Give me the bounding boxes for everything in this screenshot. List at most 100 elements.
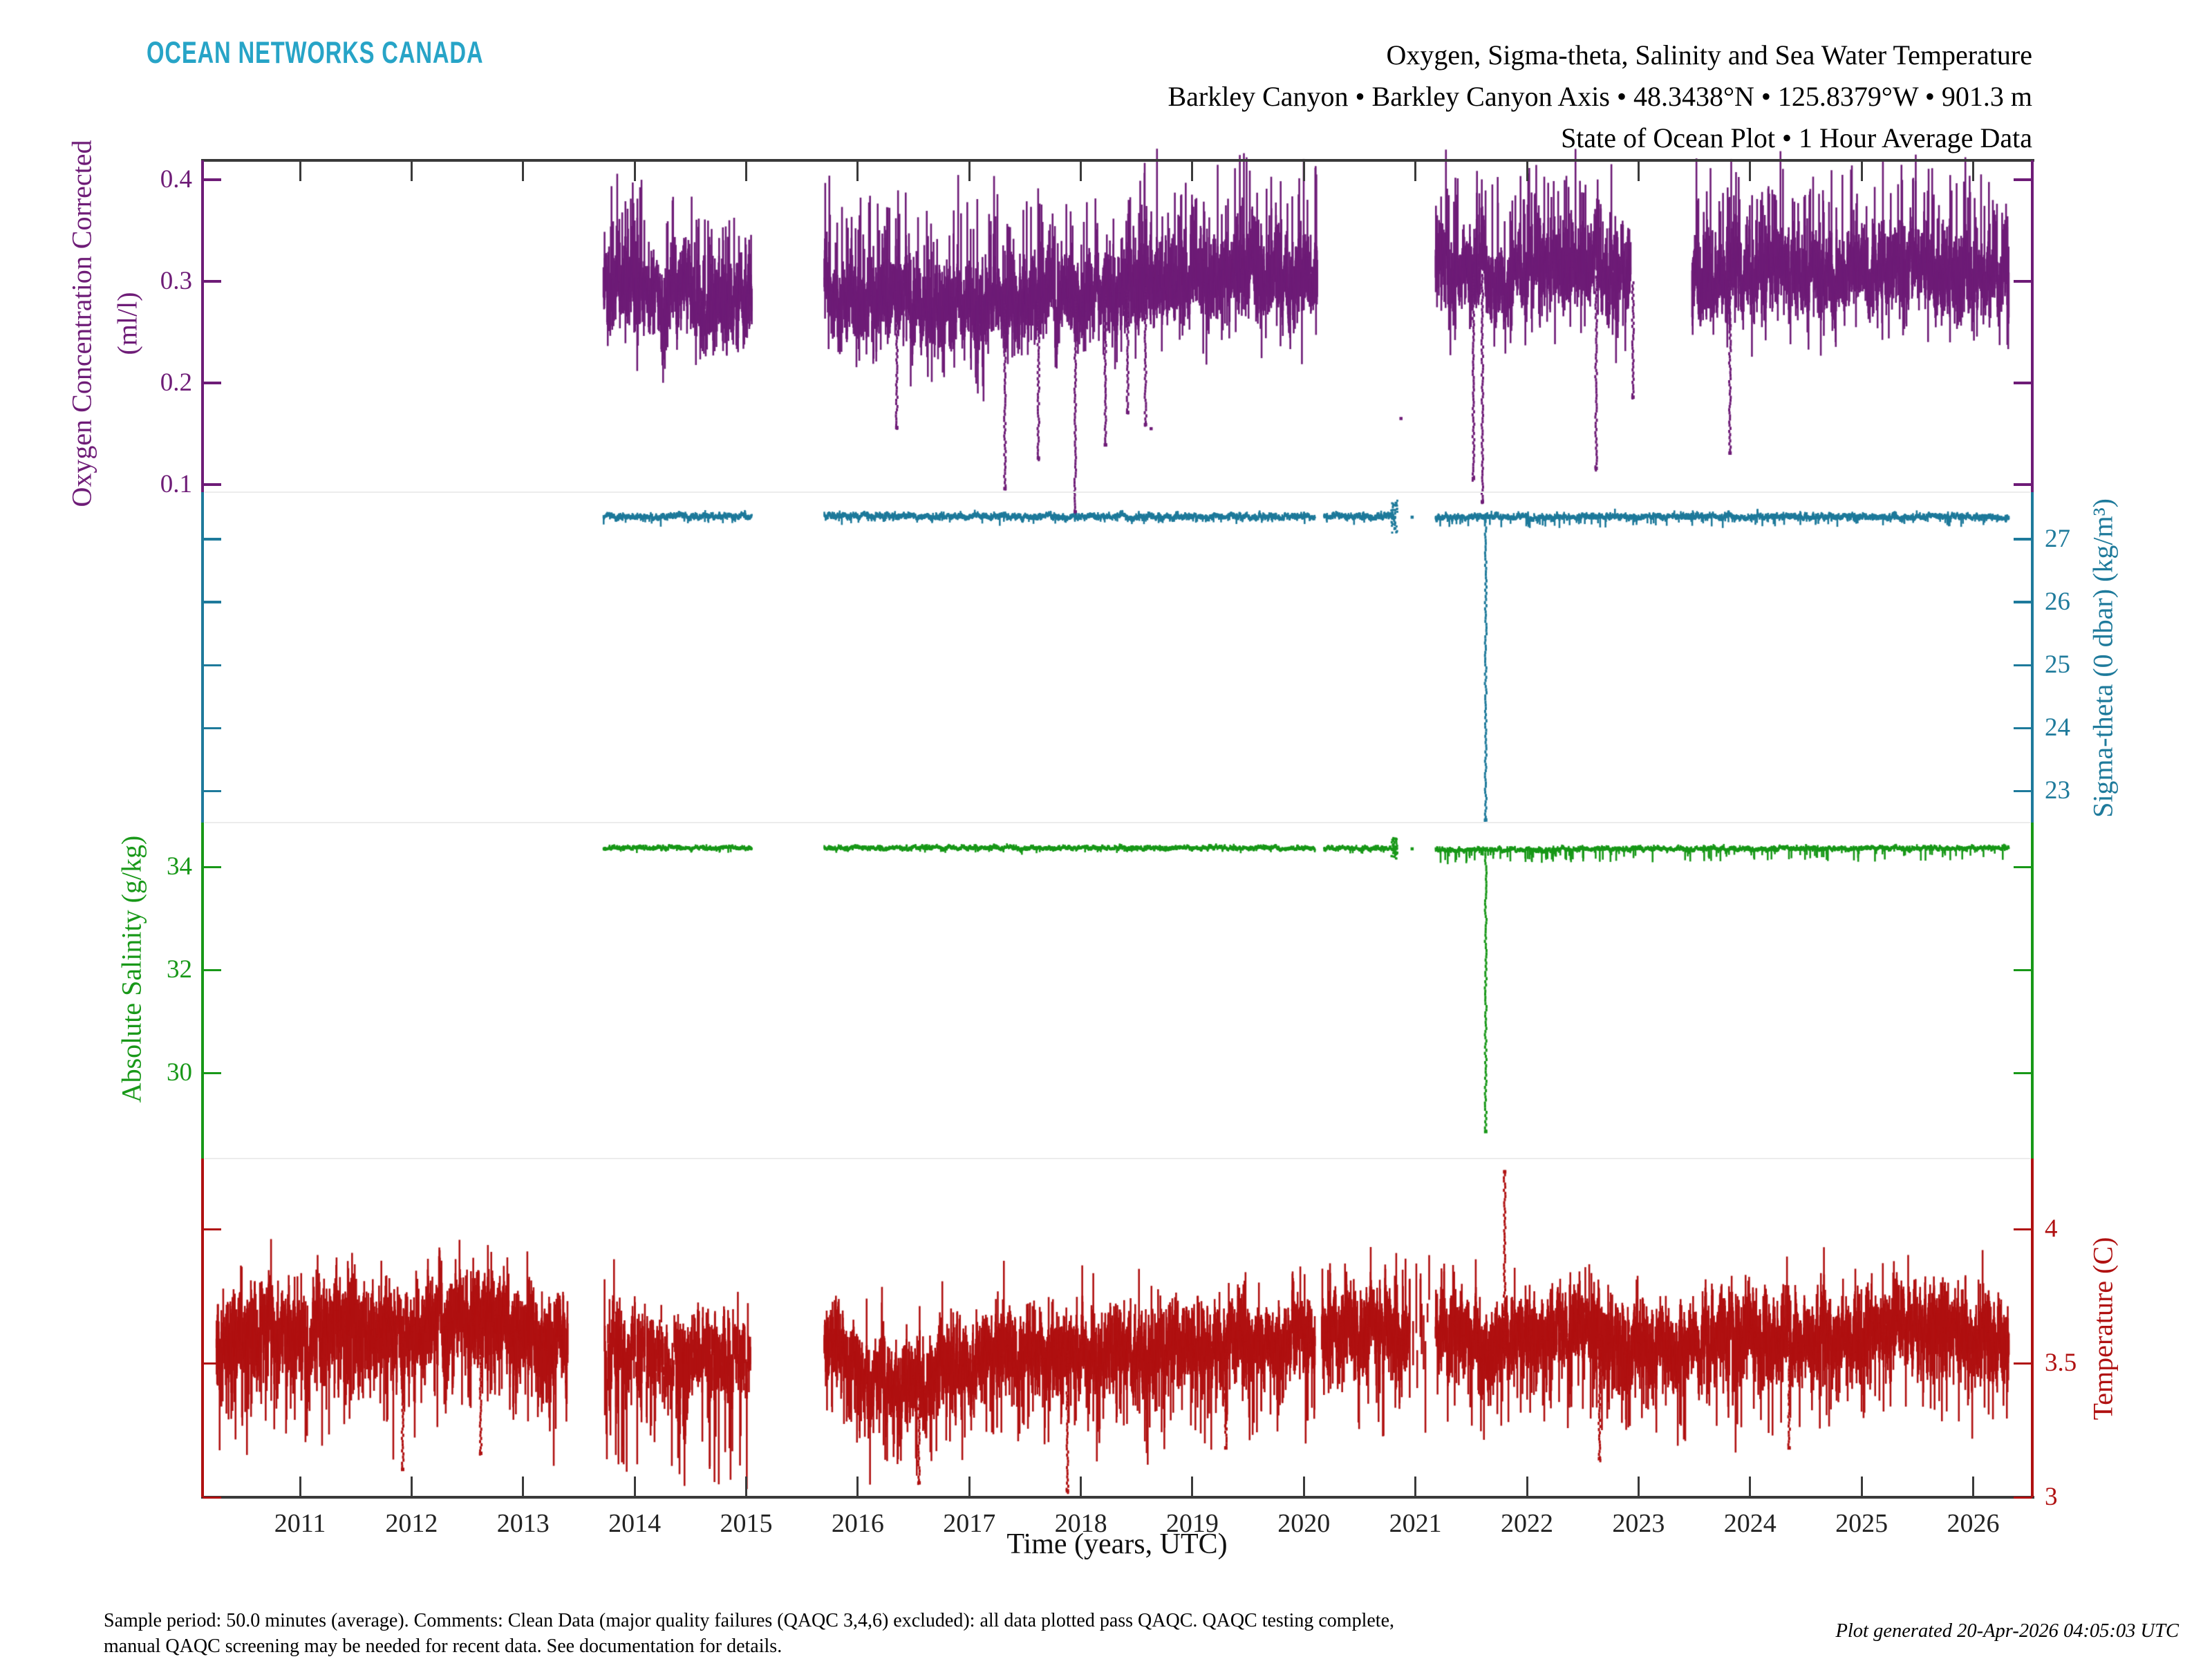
x-tick-label: 2025	[1835, 1509, 1888, 1538]
onc-logo: OCEAN NETWORKS CANADA	[147, 36, 484, 71]
x-tick-label: 2023	[1612, 1509, 1665, 1538]
x-tick-label: 2013	[496, 1509, 550, 1538]
y-tick-oxygen-left	[203, 280, 221, 283]
y-tick-sigma_theta-right	[2014, 601, 2032, 603]
x-tick-top	[856, 160, 859, 181]
x-tick-top	[299, 160, 301, 181]
x-tick-top	[1971, 160, 1974, 181]
plot-generated-timestamp: Plot generated 20-Apr-2026 04:05:03 UTC	[1835, 1620, 2179, 1642]
y-tick-label-sigma_theta: 25	[2045, 650, 2070, 679]
x-tick-top	[1637, 160, 1640, 181]
x-tick-top	[1191, 160, 1194, 181]
y-tick-salinity-left	[203, 968, 221, 971]
footer-note-line1: Sample period: 50.0 minutes (average). C…	[104, 1610, 1395, 1631]
y-tick-oxygen-right	[2014, 280, 2032, 283]
y-tick-label-sigma_theta: 24	[2045, 713, 2070, 742]
plot-title-block: Oxygen, Sigma-theta, Salinity and Sea Wa…	[830, 35, 2032, 159]
x-tick-bottom	[1749, 1477, 1752, 1497]
x-axis-title: Time (years, UTC)	[1006, 1528, 1228, 1560]
y-axis-segment-sigma_theta-left	[201, 492, 204, 823]
y-axis-segment-oxygen-right	[2031, 160, 2034, 492]
y-tick-label-oxygen: 0.3	[160, 266, 192, 295]
y-tick-salinity-right	[2014, 1071, 2032, 1075]
x-tick-bottom	[1191, 1477, 1194, 1497]
y-tick-oxygen-right	[2014, 178, 2032, 181]
y-tick-sigma_theta-left	[203, 727, 221, 730]
panel-separator-oxygen-sigma	[205, 491, 2030, 493]
y-tick-oxygen-right	[2014, 382, 2032, 384]
x-tick-top	[1860, 160, 1863, 181]
plot-top-border	[201, 159, 2034, 162]
y-tick-sigma_theta-left	[203, 601, 221, 603]
x-tick-label: 2018	[1054, 1509, 1107, 1538]
oxygen-axis-unit: (ml/l)	[111, 292, 143, 355]
y-tick-label-sigma_theta: 23	[2045, 776, 2070, 805]
y-tick-label-sigma_theta: 26	[2045, 587, 2070, 616]
y-tick-salinity-left	[203, 865, 221, 868]
y-tick-label-temperature: 4	[2045, 1215, 2058, 1244]
sigma-theta-axis-title: Sigma-theta (0 dbar) (kg/m³)	[2087, 498, 2119, 818]
y-tick-sigma_theta-right	[2014, 538, 2032, 541]
x-tick-top	[744, 160, 747, 181]
x-tick-bottom	[856, 1477, 859, 1497]
y-tick-label-salinity: 30	[167, 1058, 192, 1087]
x-tick-bottom	[1637, 1477, 1640, 1497]
y-tick-label-temperature: 3	[2045, 1483, 2058, 1511]
temperature-axis-title: Temperature (C)	[2087, 1237, 2119, 1421]
salinity-axis-title: Absolute Salinity (g/kg)	[115, 835, 147, 1103]
oxygen-axis-title: Oxygen Concentration Corrected	[66, 140, 97, 507]
plot-title-line3: State of Ocean Plot • 1 Hour Average Dat…	[1561, 122, 2032, 153]
y-tick-sigma_theta-left	[203, 789, 221, 793]
x-tick-top	[1302, 160, 1305, 181]
y-tick-temperature-left	[203, 1362, 221, 1365]
x-tick-label: 2021	[1389, 1509, 1442, 1538]
y-tick-sigma_theta-right	[2014, 727, 2032, 730]
y-tick-label-oxygen: 0.2	[160, 368, 192, 397]
y-tick-oxygen-left	[203, 483, 221, 486]
plot-title-line1: Oxygen, Sigma-theta, Salinity and Sea Wa…	[1386, 39, 2032, 71]
plot-title-line2: Barkley Canyon • Barkley Canyon Axis • 4…	[1168, 81, 2032, 112]
y-tick-label-sigma_theta: 27	[2045, 524, 2070, 553]
x-tick-bottom	[1526, 1477, 1528, 1497]
y-tick-label-salinity: 34	[167, 852, 192, 881]
x-tick-bottom	[633, 1477, 636, 1497]
x-tick-label: 2011	[274, 1509, 326, 1538]
panel-separator-sigma-salinity	[205, 822, 2030, 823]
y-tick-oxygen-right	[2014, 483, 2032, 486]
y-tick-sigma_theta-left	[203, 664, 221, 666]
y-tick-temperature-right	[2014, 1496, 2032, 1499]
x-tick-label: 2016	[831, 1509, 884, 1538]
x-tick-bottom	[1302, 1477, 1305, 1497]
x-tick-label: 2022	[1501, 1509, 1554, 1538]
x-tick-top	[1414, 160, 1417, 181]
y-tick-salinity-right	[2014, 968, 2032, 971]
x-tick-top	[522, 160, 525, 181]
x-tick-top	[1080, 160, 1082, 181]
y-tick-label-salinity: 32	[167, 955, 192, 984]
x-tick-label: 2017	[943, 1509, 996, 1538]
y-tick-label-oxygen: 0.1	[160, 469, 192, 498]
x-tick-bottom	[410, 1477, 413, 1497]
plot-bottom-border	[201, 1496, 2034, 1499]
panel-separator-salinity-temperature	[205, 1158, 2030, 1159]
y-tick-salinity-right	[2014, 865, 2032, 868]
y-tick-sigma_theta-right	[2014, 664, 2032, 666]
y-axis-segment-salinity-left	[201, 823, 204, 1159]
x-tick-label: 2026	[1947, 1509, 2000, 1538]
x-tick-label: 2015	[720, 1509, 773, 1538]
y-tick-label-oxygen: 0.4	[160, 165, 192, 194]
y-tick-oxygen-left	[203, 382, 221, 384]
y-axis-segment-temperature-left	[201, 1159, 204, 1497]
y-tick-label-temperature: 3.5	[2045, 1349, 2077, 1378]
y-tick-temperature-left	[203, 1228, 221, 1231]
x-tick-bottom	[1414, 1477, 1417, 1497]
y-axis-segment-temperature-right	[2031, 1159, 2034, 1497]
x-tick-top	[968, 160, 971, 181]
x-tick-bottom	[744, 1477, 747, 1497]
y-axis-segment-sigma_theta-right	[2031, 492, 2034, 823]
y-tick-temperature-right	[2014, 1362, 2032, 1365]
y-tick-sigma_theta-left	[203, 538, 221, 541]
y-tick-oxygen-left	[203, 178, 221, 181]
footer-note: Sample period: 50.0 minutes (average). C…	[104, 1608, 1394, 1659]
